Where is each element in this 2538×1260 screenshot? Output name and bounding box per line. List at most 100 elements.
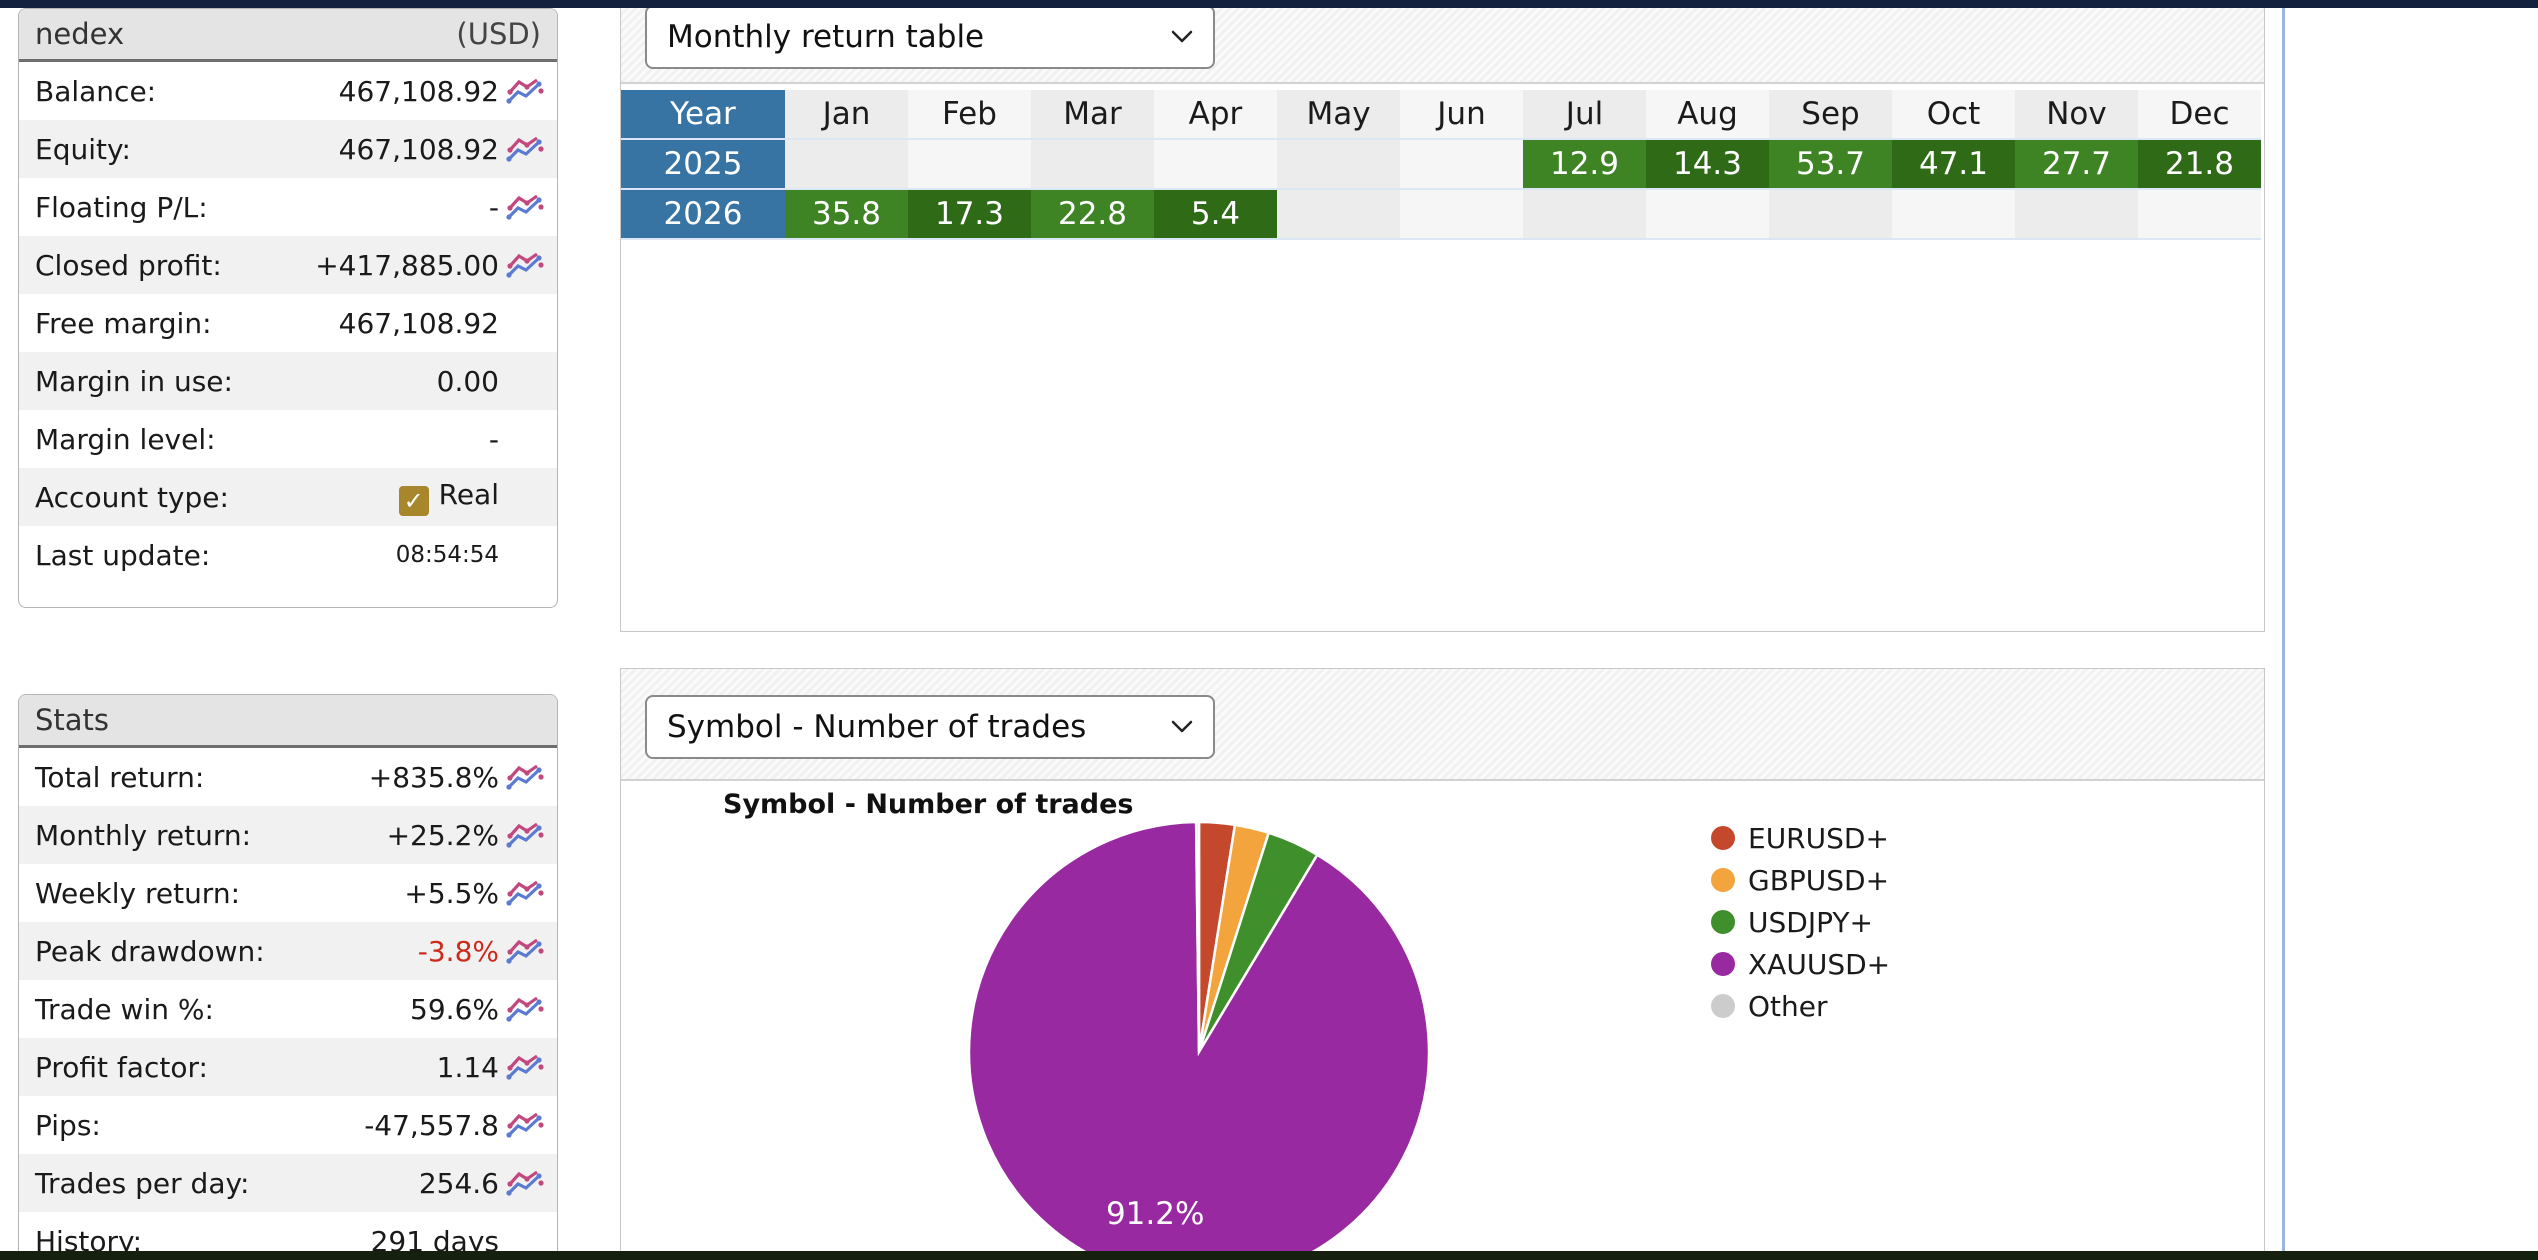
chart-icon-slot[interactable] — [499, 864, 545, 922]
row-value: 08:54:54 — [395, 542, 499, 568]
chart-icon-slot[interactable] — [499, 922, 545, 980]
month-cell: 17.3 — [908, 190, 1031, 238]
symbol-panel-toolbar: Symbol - Number of trades — [621, 669, 2264, 781]
symbol-view-select[interactable]: Symbol - Number of trades — [645, 695, 1215, 759]
row-label: Equity: — [35, 132, 131, 166]
sparkline-chart-icon — [506, 996, 544, 1022]
sparkline-chart-icon — [506, 136, 544, 162]
row-label: Floating P/L: — [35, 190, 208, 224]
row-label: Margin level: — [35, 422, 216, 456]
month-cell: 22.8 — [1031, 190, 1154, 238]
row-value: - — [488, 190, 499, 224]
empty-icon-slot — [499, 352, 545, 410]
row-label: Free margin: — [35, 306, 212, 340]
row-value: 467,108.92 — [338, 74, 499, 108]
legend-color-dot — [1711, 952, 1735, 976]
year-header-cell: Year — [621, 90, 785, 138]
stat-row: Monthly return: +25.2% — [19, 806, 557, 864]
month-cell — [1646, 190, 1769, 238]
stat-row: Peak drawdown: -3.8% — [19, 922, 557, 980]
row-label: Profit factor: — [35, 1050, 208, 1084]
real-account-checkbox: ✓ — [398, 486, 429, 516]
row-label: Margin in use: — [35, 364, 233, 398]
row-value: 467,108.92 — [338, 306, 499, 340]
bottom-dark-bar — [0, 1251, 2538, 1260]
chart-icon-slot[interactable] — [499, 980, 545, 1038]
year-cell: 2025 — [621, 140, 785, 188]
account-row: Balance: 467,108.92 — [19, 62, 557, 120]
empty-icon-slot — [499, 294, 545, 352]
account-row: Margin level: - — [19, 410, 557, 468]
chart-icon-slot[interactable] — [499, 806, 545, 864]
row-label: Peak drawdown: — [35, 934, 265, 968]
monthly-panel-toolbar: Monthly return table — [621, 0, 2264, 84]
month-cell — [1277, 190, 1400, 238]
month-header-cell: Oct — [1892, 90, 2015, 138]
monthly-return-panel: Monthly return table Year Jan Feb Mar Apr May… — [620, 0, 2265, 632]
chart-icon-slot[interactable] — [499, 748, 545, 806]
empty-icon-slot — [499, 468, 545, 526]
stats-panel: Stats Total return: +835.8% Monthly return… — [18, 694, 558, 1260]
month-header-cell: May — [1277, 90, 1400, 138]
row-value: 0.00 — [436, 364, 499, 398]
row-value: -3.8% — [417, 934, 499, 968]
month-header-cell: Apr — [1154, 90, 1277, 138]
stat-row: Total return: +835.8% — [19, 748, 557, 806]
pie-chart: 91.2% — [964, 817, 1434, 1260]
monthly-return-table: Year Jan Feb Mar Apr May Jun Jul Aug Sep Oct Nov Dec… — [621, 90, 2261, 240]
chart-icon-slot[interactable] — [499, 62, 545, 120]
table-header-row: Year Jan Feb Mar Apr May Jun Jul Aug Sep Oct Nov Dec — [621, 90, 2261, 140]
month-cell — [1154, 140, 1277, 188]
month-cell: 5.4 — [1154, 190, 1277, 238]
legend-item: XAUUSD+ — [1711, 943, 1890, 985]
sparkline-chart-icon — [506, 880, 544, 906]
month-cell — [1031, 140, 1154, 188]
sparkline-chart-icon — [506, 764, 544, 790]
sparkline-chart-icon — [506, 252, 544, 278]
row-label: Total return: — [35, 760, 205, 794]
month-cell: 53.7 — [1769, 140, 1892, 188]
account-rows: Balance: 467,108.92 Equity: 467,108.92 Float… — [19, 62, 557, 584]
stat-row: Weekly return: +5.5% — [19, 864, 557, 922]
monthly-view-select[interactable]: Monthly return table — [645, 5, 1215, 69]
account-row: Margin in use: 0.00 — [19, 352, 557, 410]
month-cell — [1400, 140, 1523, 188]
month-header-cell: Jan — [785, 90, 908, 138]
legend-item: USDJPY+ — [1711, 901, 1890, 943]
legend-label: EURUSD+ — [1748, 821, 1889, 855]
legend-color-dot — [1711, 994, 1735, 1018]
month-header-cell: Feb — [908, 90, 1031, 138]
chart-icon-slot[interactable] — [499, 1038, 545, 1096]
legend-item: EURUSD+ — [1711, 817, 1890, 859]
stat-row: Profit factor: 1.14 — [19, 1038, 557, 1096]
pie-legend: EURUSD+ GBPUSD+ USDJPY+ XAUUSD+ Other — [1711, 817, 1890, 1027]
month-cell: 47.1 — [1892, 140, 2015, 188]
symbol-trades-panel: Symbol - Number of trades Symbol - Numbe… — [620, 668, 2265, 1260]
month-cell: 27.7 — [2015, 140, 2138, 188]
chart-icon-slot[interactable] — [499, 1096, 545, 1154]
legend-label: USDJPY+ — [1748, 905, 1873, 939]
row-label: Account type: — [35, 480, 229, 514]
pie-slice-other — [1194, 820, 1201, 1053]
row-value: -47,557.8 — [364, 1108, 499, 1142]
stats-rows: Total return: +835.8% Monthly return: +25.2… — [19, 748, 557, 1260]
account-name: nedex — [35, 17, 125, 51]
row-value: +5.5% — [404, 876, 499, 910]
row-value: +835.8% — [368, 760, 499, 794]
sparkline-chart-icon — [506, 822, 544, 848]
month-header-cell: Dec — [2138, 90, 2261, 138]
legend-item: GBPUSD+ — [1711, 859, 1890, 901]
chart-icon-slot[interactable] — [499, 120, 545, 178]
chart-icon-slot[interactable] — [499, 1154, 545, 1212]
stat-row: Trade win %: 59.6% — [19, 980, 557, 1038]
stats-title: Stats — [35, 703, 110, 737]
legend-color-dot — [1711, 910, 1735, 934]
month-header-cell: Nov — [2015, 90, 2138, 138]
month-cell: 21.8 — [2138, 140, 2261, 188]
monthly-view-select-value: Monthly return table — [667, 19, 985, 55]
account-panel-header: nedex (USD) — [19, 9, 557, 62]
right-divider-line — [2282, 8, 2285, 1260]
chart-icon-slot[interactable] — [499, 236, 545, 294]
chart-icon-slot[interactable] — [499, 178, 545, 236]
month-cell — [1523, 190, 1646, 238]
